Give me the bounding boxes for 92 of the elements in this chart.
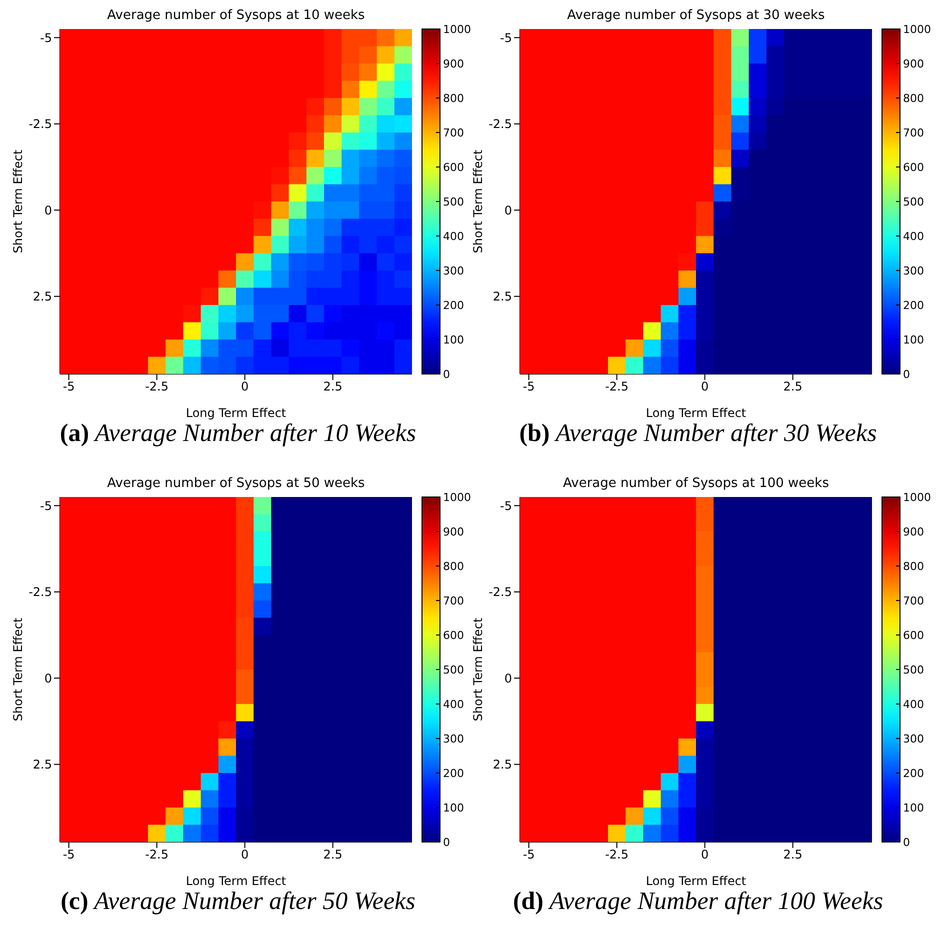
x-tick-label: -5 <box>62 380 75 394</box>
y-axis-title: Short Term Effect <box>11 149 25 254</box>
color-bar-label: 400 <box>903 230 924 243</box>
color-bar-label: 300 <box>903 264 924 278</box>
color-bar-label: 1000 <box>903 490 931 504</box>
color-bar-label: 800 <box>903 92 924 105</box>
color-bar-label: 1000 <box>443 490 471 504</box>
chart-title: Average number of Sysops at 30 weeks <box>566 8 826 24</box>
color-bar-label: 100 <box>903 333 924 346</box>
color-bar-label: 600 <box>903 160 924 174</box>
y-tick-label: -2.5 <box>488 117 512 132</box>
color-bar-label: 900 <box>903 525 924 538</box>
color-bar-label: 800 <box>443 560 464 573</box>
y-tick-label: 2.5 <box>32 290 52 304</box>
color-bar-label: 0 <box>903 836 910 849</box>
x-tick-label: 2.5 <box>783 380 802 394</box>
y-tick-label: 2.5 <box>492 758 512 772</box>
color-bar-label: 500 <box>903 195 924 208</box>
chart-title: Average number of Sysops at 50 weeks <box>106 476 366 492</box>
color-bar-label: 0 <box>903 368 910 381</box>
color-bar-label: 1000 <box>443 22 471 36</box>
x-axis-title: Long Term Effect <box>186 406 286 420</box>
color-bar-label: 1000 <box>903 22 931 36</box>
x-tick-label: 0 <box>240 848 249 862</box>
x-tick-label: 0 <box>700 380 709 394</box>
x-tick-label: 0 <box>240 380 249 394</box>
x-tick-label: -2.5 <box>145 380 169 394</box>
x-axis-title: Long Term Effect <box>646 406 746 420</box>
color-bar-label: 200 <box>903 298 924 312</box>
y-tick-label: -5 <box>500 498 512 513</box>
y-axis-title: Short Term Effect <box>471 149 485 254</box>
color-bar-label: 600 <box>443 160 464 174</box>
color-bar-label: 700 <box>443 594 464 608</box>
y-tick-label: -2.5 <box>28 117 52 132</box>
x-tick-label: 2.5 <box>783 848 802 862</box>
color-bar-label: 0 <box>443 368 450 381</box>
color-bar-label: 900 <box>443 57 464 70</box>
y-tick-label: 2.5 <box>492 290 512 304</box>
y-tick-label: 0 <box>44 671 52 686</box>
chart-title: Average number of Sysops at 100 weeks <box>562 476 830 492</box>
x-tick-label: 2.5 <box>323 848 342 862</box>
color-bar-label: 500 <box>443 195 464 208</box>
color-bar-label: 500 <box>903 663 924 676</box>
color-bar-label: 300 <box>443 732 464 746</box>
x-tick-label: -2.5 <box>605 848 629 862</box>
x-axis-title: Long Term Effect <box>186 874 286 888</box>
x-tick-label: -2.5 <box>145 848 169 862</box>
color-bar-label: 500 <box>443 663 464 676</box>
color-bar-label: 400 <box>903 698 924 711</box>
y-tick-label: -2.5 <box>488 585 512 600</box>
color-bar-label: 700 <box>903 594 924 608</box>
color-bar-label: 600 <box>903 628 924 642</box>
color-bar-label: 200 <box>903 766 924 780</box>
color-bar-label: 100 <box>443 801 464 814</box>
x-tick-label: 0 <box>700 848 709 862</box>
color-bar-label: 200 <box>443 298 464 312</box>
x-tick-label: -5 <box>522 848 535 862</box>
y-tick-label: 0 <box>504 203 512 218</box>
color-bar-label: 900 <box>903 57 924 70</box>
color-bar-label: 900 <box>443 525 464 538</box>
color-bar-label: 300 <box>903 732 924 746</box>
x-tick-label: -5 <box>522 380 535 394</box>
y-tick-label: -2.5 <box>28 585 52 600</box>
color-bar-label: 100 <box>903 801 924 814</box>
text: (c) Average Number after 50 Weeks <box>60 888 416 915</box>
y-axis-title: Short Term Effect <box>11 617 25 722</box>
y-tick-label: 0 <box>504 671 512 686</box>
y-tick-label: 2.5 <box>32 758 52 772</box>
y-axis-title: Short Term Effect <box>471 617 485 722</box>
text: (b) Average Number after 30 Weeks <box>519 420 877 447</box>
color-bar-label: 400 <box>443 230 464 243</box>
color-bar-label: 0 <box>443 836 450 849</box>
color-bar-label: 800 <box>903 560 924 573</box>
text: (d) Average Number after 100 Weeks <box>512 888 884 915</box>
x-axis-title: Long Term Effect <box>646 874 746 888</box>
color-bar-label: 800 <box>443 92 464 105</box>
color-bar-label: 600 <box>443 628 464 642</box>
y-tick-label: -5 <box>40 30 52 45</box>
color-bar-label: 400 <box>443 698 464 711</box>
y-tick-label: -5 <box>500 30 512 45</box>
x-tick-label: -5 <box>62 848 75 862</box>
color-bar-label: 200 <box>443 766 464 780</box>
color-bar-label: 700 <box>443 126 464 140</box>
chart-title: Average number of Sysops at 10 weeks <box>106 8 366 24</box>
text: (a) Average Number after 10 Weeks <box>60 420 416 447</box>
color-bar-label: 300 <box>443 264 464 278</box>
color-bar-label: 100 <box>443 333 464 346</box>
color-bar-label: 700 <box>903 126 924 140</box>
x-tick-label: -2.5 <box>605 380 629 394</box>
y-tick-label: -5 <box>40 498 52 513</box>
x-tick-label: 2.5 <box>323 380 342 394</box>
y-tick-label: 0 <box>44 203 52 218</box>
